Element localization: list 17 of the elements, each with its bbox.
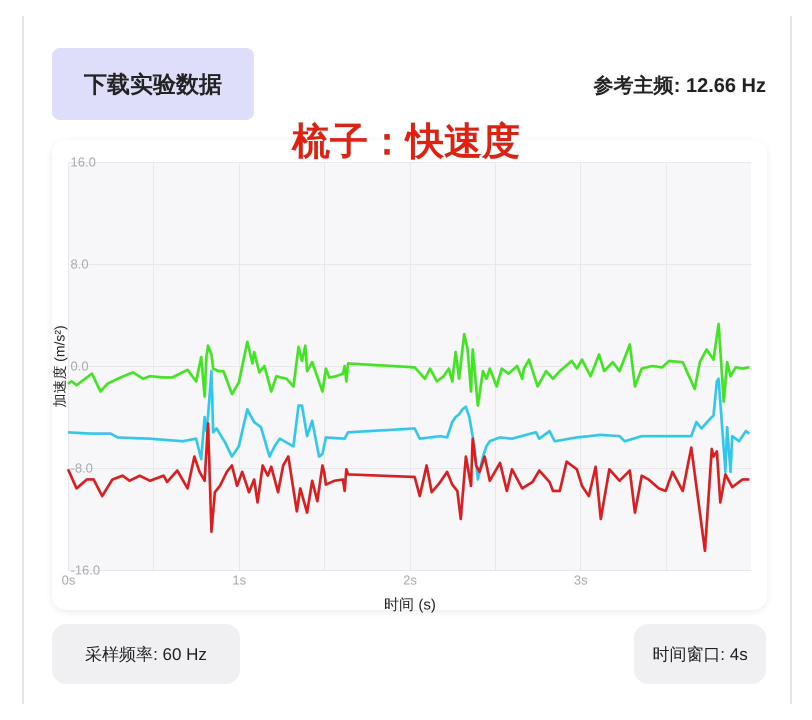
line-series — [66, 422, 751, 552]
x-tick-label: 1s — [232, 572, 247, 588]
y-tick-label: 0.0 — [70, 358, 89, 374]
y-tick-label: 16.0 — [70, 154, 96, 170]
line-series — [66, 370, 751, 481]
y-tick-label: -8.0 — [70, 460, 93, 476]
x-tick-label: 3s — [574, 572, 588, 588]
x-axis-title: 时间 (s) — [384, 596, 436, 614]
text: 时间窗口: 4s — [634, 624, 766, 684]
y-tick-label: 8.0 — [70, 256, 89, 272]
text: 参考主频: 12.66 Hz — [594, 74, 766, 99]
line-series — [66, 322, 751, 407]
x-tick-label: 2s — [403, 572, 418, 588]
chart-title: 梳子：快速度 — [292, 121, 520, 163]
text: 采样频率: 60 Hz — [52, 624, 240, 684]
text: 下载实验数据 — [52, 48, 254, 120]
y-axis-title: 加速度 (m/s²) — [52, 325, 68, 408]
